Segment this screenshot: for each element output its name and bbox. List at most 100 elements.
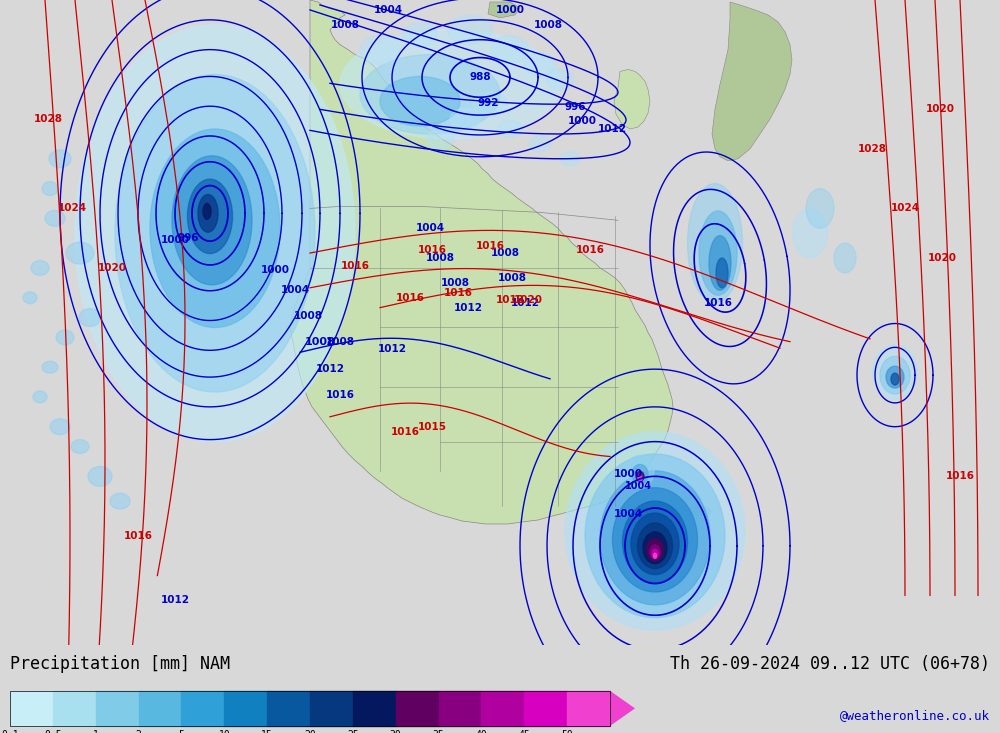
Text: 40: 40 [476, 730, 487, 733]
Bar [310, 690, 353, 726]
Text: 996: 996 [177, 233, 199, 243]
Ellipse shape [872, 345, 918, 399]
Ellipse shape [473, 92, 508, 117]
Text: 1012: 1012 [496, 295, 524, 305]
Ellipse shape [172, 156, 252, 285]
Text: 0.1: 0.1 [1, 730, 19, 733]
Ellipse shape [565, 432, 745, 630]
Text: 1012: 1012 [160, 595, 190, 605]
Text: 996: 996 [564, 102, 586, 112]
Ellipse shape [631, 513, 679, 575]
Ellipse shape [71, 440, 89, 454]
Text: 1004: 1004 [613, 509, 643, 519]
Ellipse shape [886, 366, 904, 388]
Ellipse shape [203, 204, 211, 219]
Ellipse shape [198, 194, 218, 232]
Bar [224, 690, 267, 726]
Text: 1020: 1020 [98, 263, 126, 273]
Text: 1000: 1000 [160, 235, 190, 245]
Ellipse shape [150, 129, 280, 328]
Text: 1000: 1000 [614, 469, 642, 479]
Text: 1008: 1008 [330, 20, 360, 30]
Text: 50: 50 [561, 730, 573, 733]
Text: 1016: 1016 [476, 241, 505, 251]
Bar [524, 690, 567, 726]
Ellipse shape [66, 242, 94, 264]
Text: 1012: 1012 [378, 345, 406, 354]
Polygon shape [712, 2, 792, 161]
Text: Precipitation [mm] NAM: Precipitation [mm] NAM [10, 655, 230, 674]
Bar [439, 690, 481, 726]
Text: 1028: 1028 [34, 114, 62, 124]
Ellipse shape [622, 501, 688, 583]
Ellipse shape [652, 549, 658, 559]
Bar [10, 690, 610, 726]
Bar [481, 690, 524, 726]
Polygon shape [290, 0, 673, 524]
Text: 1008: 1008 [426, 253, 454, 263]
Ellipse shape [188, 179, 232, 254]
Text: 1004: 1004 [415, 224, 445, 233]
Text: 1024: 1024 [890, 203, 920, 213]
Text: 1004: 1004 [373, 5, 403, 15]
Text: 1016: 1016 [326, 390, 354, 400]
Ellipse shape [891, 373, 899, 385]
Text: 1015: 1015 [418, 421, 446, 432]
Text: 1028: 1028 [858, 144, 887, 154]
Bar [53, 690, 96, 726]
Text: 1020: 1020 [926, 104, 954, 114]
Ellipse shape [636, 471, 644, 482]
Text: 1016: 1016 [396, 292, 424, 303]
Text: 0.5: 0.5 [44, 730, 62, 733]
Text: 1008: 1008 [498, 273, 526, 283]
Ellipse shape [42, 182, 58, 196]
Ellipse shape [688, 183, 742, 303]
Text: 1008: 1008 [440, 278, 470, 288]
Ellipse shape [625, 507, 675, 521]
Ellipse shape [491, 36, 529, 64]
Ellipse shape [716, 258, 728, 288]
Text: 1012: 1012 [454, 303, 482, 313]
Text: 1016: 1016 [444, 288, 473, 298]
Text: 1008: 1008 [534, 20, 562, 30]
Ellipse shape [600, 471, 710, 605]
Ellipse shape [632, 465, 648, 485]
Ellipse shape [115, 75, 315, 392]
Ellipse shape [638, 523, 672, 569]
Text: 1000: 1000 [568, 116, 596, 126]
Ellipse shape [88, 466, 112, 486]
Ellipse shape [50, 419, 70, 435]
Text: 1008: 1008 [305, 337, 335, 347]
Ellipse shape [450, 108, 480, 130]
Text: 1008: 1008 [294, 311, 322, 320]
Bar [396, 690, 439, 726]
Text: 25: 25 [347, 730, 359, 733]
Bar [96, 690, 139, 726]
Ellipse shape [643, 532, 667, 564]
Ellipse shape [834, 243, 856, 273]
Ellipse shape [448, 15, 492, 45]
Ellipse shape [699, 211, 737, 295]
Text: 1020: 1020 [928, 253, 956, 263]
Text: 1016: 1016 [340, 261, 370, 271]
Text: 2: 2 [136, 730, 142, 733]
Ellipse shape [49, 150, 71, 168]
Text: 35: 35 [433, 730, 444, 733]
Bar [181, 690, 224, 726]
Text: 1024: 1024 [57, 203, 87, 213]
Bar [353, 690, 396, 726]
Ellipse shape [426, 129, 454, 149]
Ellipse shape [524, 53, 556, 76]
Ellipse shape [56, 330, 74, 345]
Text: 1016: 1016 [418, 245, 446, 255]
Ellipse shape [402, 22, 438, 47]
Text: 1004: 1004 [624, 482, 652, 491]
Ellipse shape [75, 25, 355, 441]
Text: 1016: 1016 [390, 427, 420, 437]
Text: 1008: 1008 [490, 248, 520, 258]
Polygon shape [488, 2, 520, 18]
Text: 1: 1 [93, 730, 99, 733]
Text: 15: 15 [261, 730, 273, 733]
Text: 1016: 1016 [576, 245, 604, 255]
Ellipse shape [498, 120, 522, 138]
